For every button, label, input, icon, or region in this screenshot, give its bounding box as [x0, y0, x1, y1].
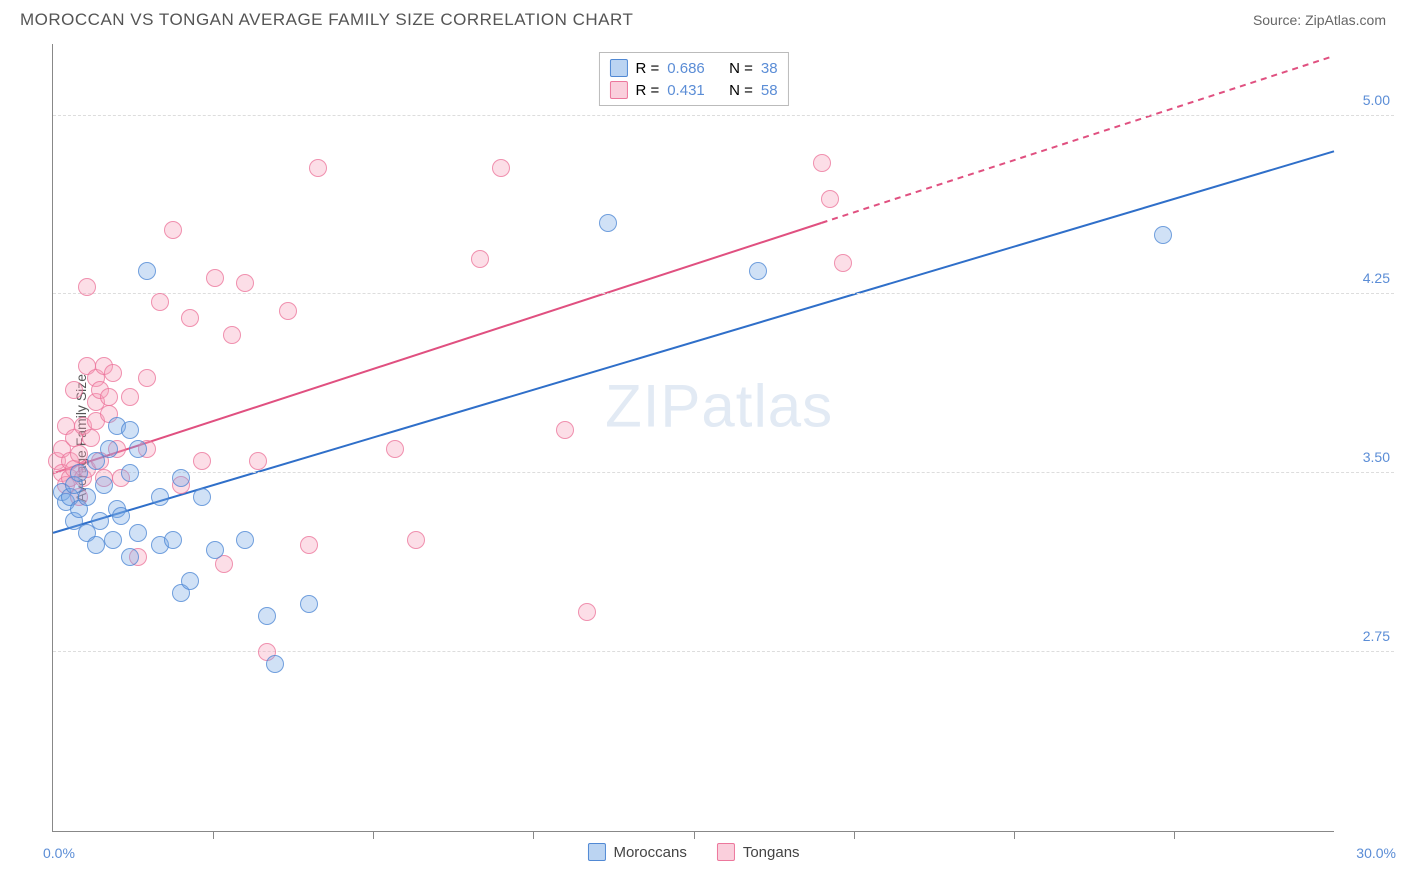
- data-point: [70, 464, 88, 482]
- data-point: [813, 154, 831, 172]
- data-point: [258, 607, 276, 625]
- x-min-label: 0.0%: [43, 845, 75, 861]
- x-tick: [1014, 831, 1015, 839]
- swatch-pink: [609, 81, 627, 99]
- data-point: [749, 262, 767, 280]
- gridline: [53, 293, 1394, 294]
- y-tick-label: 2.75: [1363, 628, 1390, 644]
- data-point: [91, 512, 109, 530]
- data-point: [471, 250, 489, 268]
- data-point: [78, 488, 96, 506]
- data-point: [164, 531, 182, 549]
- data-point: [172, 469, 190, 487]
- correlation-stats-box: R = 0.686 N = 38 R = 0.431 N = 58: [598, 52, 788, 106]
- y-tick-label: 5.00: [1363, 92, 1390, 108]
- data-point: [181, 572, 199, 590]
- data-point: [599, 214, 617, 232]
- x-tick: [213, 831, 214, 839]
- legend-label-tongans: Tongans: [743, 844, 800, 861]
- data-point: [556, 421, 574, 439]
- data-point: [151, 488, 169, 506]
- data-point: [112, 507, 130, 525]
- chart-container: ZIPatlas R = 0.686 N = 38 R = 0.431 N = …: [52, 44, 1334, 832]
- y-tick-label: 4.25: [1363, 270, 1390, 286]
- data-point: [193, 452, 211, 470]
- swatch-blue: [609, 59, 627, 77]
- x-max-label: 30.0%: [1356, 845, 1396, 861]
- data-point: [138, 369, 156, 387]
- y-tick-label: 3.50: [1363, 449, 1390, 465]
- x-tick: [854, 831, 855, 839]
- data-point: [266, 655, 284, 673]
- legend-label-moroccans: Moroccans: [613, 844, 686, 861]
- data-point: [65, 381, 83, 399]
- stats-row-moroccans: R = 0.686 N = 38: [609, 57, 777, 79]
- legend-item-tongans: Tongans: [717, 843, 800, 861]
- data-point: [236, 274, 254, 292]
- data-point: [121, 388, 139, 406]
- data-point: [249, 452, 267, 470]
- plot-area: ZIPatlas R = 0.686 N = 38 R = 0.431 N = …: [52, 44, 1334, 832]
- data-point: [821, 190, 839, 208]
- data-point: [300, 536, 318, 554]
- data-point: [121, 421, 139, 439]
- data-point: [181, 309, 199, 327]
- gridline: [53, 651, 1394, 652]
- swatch-blue-icon: [587, 843, 605, 861]
- data-point: [236, 531, 254, 549]
- watermark-logo: ZIPatlas: [605, 372, 833, 441]
- bottom-legend: Moroccans Tongans: [587, 843, 799, 861]
- data-point: [193, 488, 211, 506]
- source-attribution: Source: ZipAtlas.com: [1253, 12, 1386, 28]
- data-point: [87, 536, 105, 554]
- swatch-pink-icon: [717, 843, 735, 861]
- data-point: [834, 254, 852, 272]
- data-point: [100, 388, 118, 406]
- data-point: [407, 531, 425, 549]
- x-tick: [1174, 831, 1175, 839]
- legend-item-moroccans: Moroccans: [587, 843, 686, 861]
- data-point: [206, 269, 224, 287]
- data-point: [300, 595, 318, 613]
- data-point: [578, 603, 596, 621]
- data-point: [95, 476, 113, 494]
- data-point: [104, 531, 122, 549]
- chart-title: MOROCCAN VS TONGAN AVERAGE FAMILY SIZE C…: [20, 10, 633, 30]
- data-point: [129, 524, 147, 542]
- stats-row-tongans: R = 0.431 N = 58: [609, 79, 777, 101]
- regression-lines: [53, 44, 1334, 831]
- data-point: [492, 159, 510, 177]
- data-point: [1154, 226, 1172, 244]
- data-point: [279, 302, 297, 320]
- data-point: [104, 364, 122, 382]
- data-point: [223, 326, 241, 344]
- data-point: [206, 541, 224, 559]
- gridline: [53, 472, 1394, 473]
- data-point: [309, 159, 327, 177]
- data-point: [138, 262, 156, 280]
- data-point: [100, 440, 118, 458]
- data-point: [164, 221, 182, 239]
- x-tick: [373, 831, 374, 839]
- data-point: [121, 548, 139, 566]
- data-point: [78, 278, 96, 296]
- x-tick: [694, 831, 695, 839]
- x-tick: [533, 831, 534, 839]
- data-point: [151, 293, 169, 311]
- data-point: [129, 440, 147, 458]
- gridline: [53, 115, 1394, 116]
- data-point: [121, 464, 139, 482]
- data-point: [82, 429, 100, 447]
- data-point: [386, 440, 404, 458]
